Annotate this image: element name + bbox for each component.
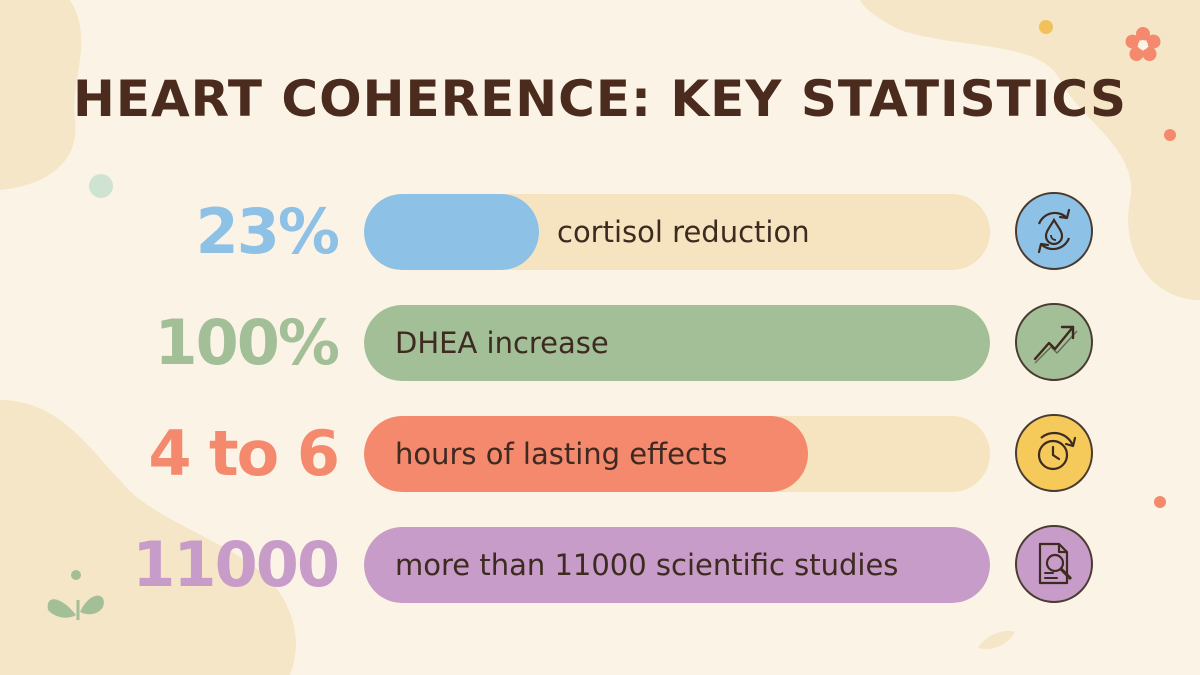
mint-dot [89, 174, 113, 198]
stat-value: 4 to 6 [148, 417, 340, 490]
stat-value: 11000 [132, 528, 340, 601]
leaf-icon [978, 630, 1015, 650]
stat-row-dhea: 100% DHEA increase [0, 303, 1200, 383]
yellow-dot [1039, 20, 1053, 34]
stat-row-hours: 4 to 6 hours of lasting effects [0, 414, 1200, 494]
top-right-blob [860, 0, 1200, 300]
stat-label: cortisol reduction [557, 215, 810, 249]
stat-value: 23% [195, 195, 340, 268]
stat-bar-track: hours of lasting effects [364, 416, 990, 492]
stat-bar-track: cortisol reduction [364, 194, 990, 270]
stat-label: hours of lasting effects [395, 437, 728, 471]
document-search-icon [1015, 525, 1093, 603]
flower-icon [1125, 27, 1161, 61]
stat-bar-fill [364, 527, 990, 603]
stat-bar-track: more than 11000 scientific studies [364, 527, 990, 603]
bottom-left-blob [0, 400, 296, 675]
sprout-icon [47, 570, 104, 620]
stat-row-cortisol: 23% cortisol reduction [0, 192, 1200, 272]
stat-value: 100% [154, 306, 340, 379]
clock-icon [1015, 414, 1093, 492]
stat-bar-fill [364, 305, 990, 381]
stat-row-studies: 11000 more than 11000 scientific studies [0, 525, 1200, 605]
trend-up-icon [1015, 303, 1093, 381]
stat-bar-track: DHEA increase [364, 305, 990, 381]
stat-label: more than 11000 scientific studies [395, 548, 899, 582]
page-title: HEART COHERENCE: KEY STATISTICS [72, 70, 1128, 128]
coral-dot-top [1164, 129, 1176, 141]
stat-label: DHEA increase [395, 326, 609, 360]
stat-bar-fill [364, 416, 808, 492]
top-left-blob [0, 0, 82, 190]
coral-dot-right [1154, 496, 1166, 508]
cortisol-cycle-icon [1015, 192, 1093, 270]
stat-bar-fill [364, 194, 539, 270]
